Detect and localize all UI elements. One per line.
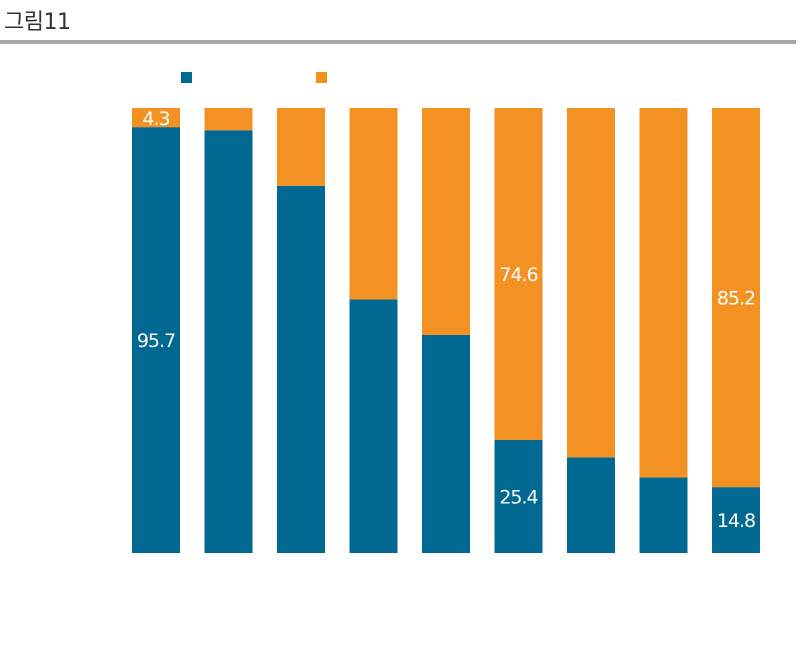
bar-segment-series1-7 xyxy=(567,457,615,553)
bar-segment-series2-9 xyxy=(712,108,760,488)
data-label-series2-1: 4.3 xyxy=(142,108,169,130)
bar-segment-series1-8 xyxy=(639,477,688,553)
bar-segment-series2-8 xyxy=(639,108,688,478)
data-label-series1-1: 95.7 xyxy=(137,330,175,352)
bar-segment-series1-4 xyxy=(349,299,398,553)
data-label-series2-6: 74.6 xyxy=(499,264,537,286)
data-label-series1-9: 14.8 xyxy=(717,510,755,532)
legend-swatch-1 xyxy=(181,72,192,83)
bar-segment-series2-4 xyxy=(349,108,398,300)
figure-title: 그림11 xyxy=(4,10,71,35)
bar-segment-series2-6 xyxy=(494,108,543,440)
bar-segment-series1-5 xyxy=(422,334,470,553)
legend-swatch-2 xyxy=(316,72,327,83)
bar-segment-series1-3 xyxy=(277,185,325,553)
bar-segment-series2-7 xyxy=(567,108,615,458)
bar-segment-series2-5 xyxy=(422,108,470,335)
title-divider xyxy=(0,40,796,44)
bar-segment-series2-2 xyxy=(204,108,253,131)
bar-segment-series1-9 xyxy=(712,487,760,553)
bar-segment-series1-6 xyxy=(494,439,543,553)
bar-segment-series1-1 xyxy=(132,127,180,553)
bar-segment-series2-1 xyxy=(132,108,180,128)
data-label-series1-6: 25.4 xyxy=(499,486,538,508)
bar-segment-series1-2 xyxy=(204,130,253,553)
bar-segment-series2-3 xyxy=(277,108,325,186)
data-label-series2-9: 85.2 xyxy=(717,288,755,310)
